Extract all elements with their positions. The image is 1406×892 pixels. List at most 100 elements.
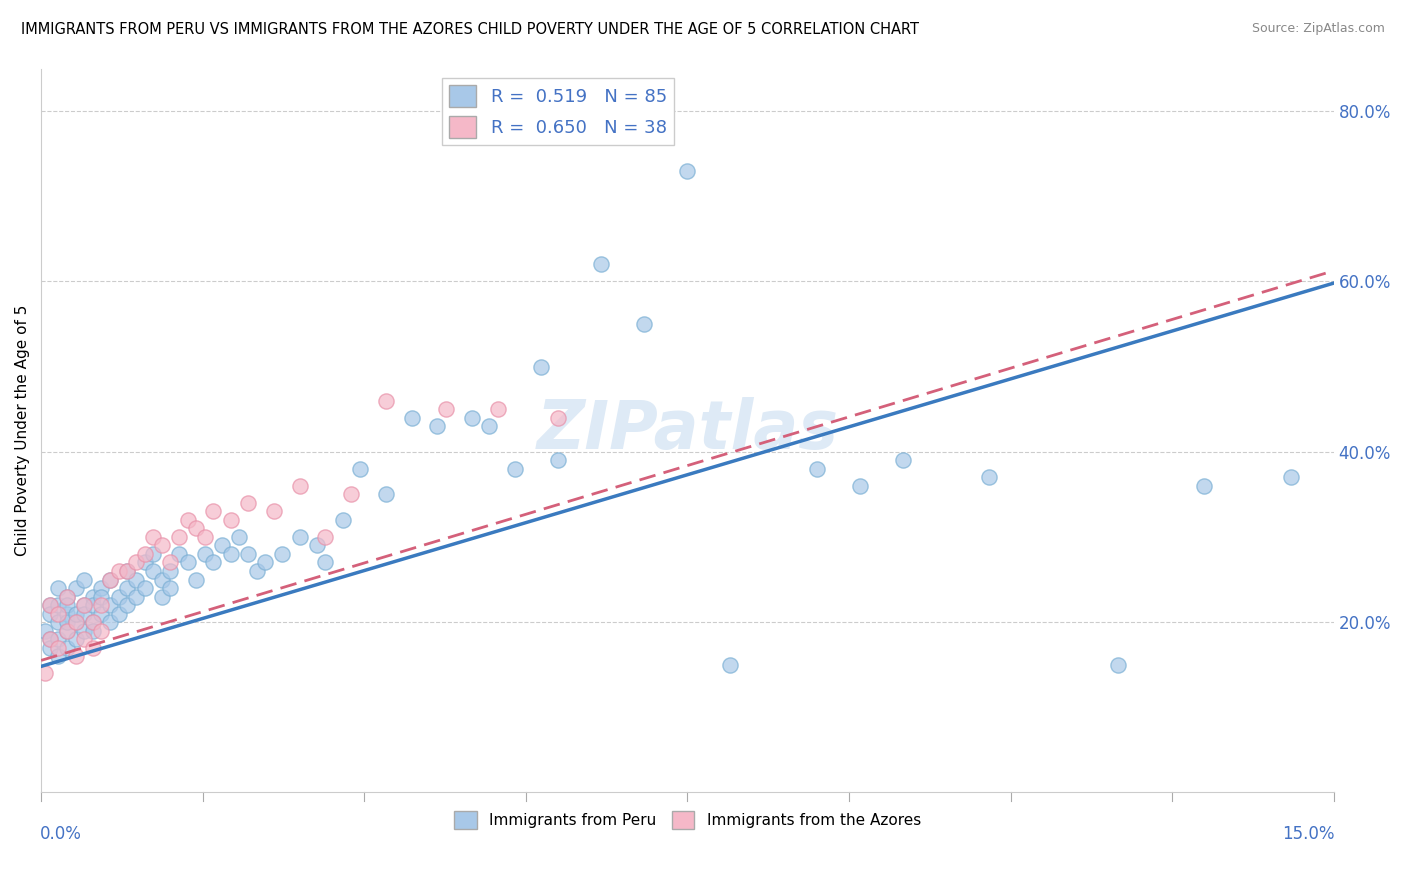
- Point: [219, 547, 242, 561]
- Point: [305, 538, 328, 552]
- Point: [503, 462, 526, 476]
- Point: [167, 547, 190, 561]
- Point: [56, 590, 79, 604]
- Legend: Immigrants from Peru, Immigrants from the Azores: Immigrants from Peru, Immigrants from th…: [447, 805, 927, 836]
- Point: [82, 615, 104, 629]
- Point: [117, 581, 139, 595]
- Point: [117, 564, 139, 578]
- Point: [401, 410, 423, 425]
- Point: [82, 598, 104, 612]
- Point: [56, 640, 79, 655]
- Point: [202, 504, 225, 518]
- Point: [591, 257, 613, 271]
- Point: [98, 573, 121, 587]
- Point: [73, 632, 96, 646]
- Point: [167, 530, 190, 544]
- Point: [176, 513, 198, 527]
- Point: [34, 666, 56, 681]
- Point: [65, 607, 87, 621]
- Point: [1194, 479, 1216, 493]
- Point: [211, 538, 233, 552]
- Y-axis label: Child Poverty Under the Age of 5: Child Poverty Under the Age of 5: [15, 305, 30, 556]
- Point: [65, 649, 87, 664]
- Point: [117, 598, 139, 612]
- Point: [228, 530, 250, 544]
- Point: [38, 598, 60, 612]
- Point: [254, 556, 277, 570]
- Point: [98, 573, 121, 587]
- Point: [547, 410, 569, 425]
- Point: [891, 453, 914, 467]
- Point: [56, 607, 79, 621]
- Point: [125, 556, 148, 570]
- Point: [176, 556, 198, 570]
- Point: [720, 657, 742, 672]
- Point: [82, 615, 104, 629]
- Point: [245, 564, 267, 578]
- Point: [46, 615, 69, 629]
- Point: [1107, 657, 1129, 672]
- Point: [194, 547, 217, 561]
- Point: [159, 564, 181, 578]
- Text: ZIPatlas: ZIPatlas: [536, 398, 838, 464]
- Point: [186, 521, 208, 535]
- Point: [65, 632, 87, 646]
- Point: [125, 590, 148, 604]
- Point: [340, 487, 363, 501]
- Text: 0.0%: 0.0%: [39, 825, 82, 843]
- Point: [56, 615, 79, 629]
- Point: [56, 624, 79, 638]
- Point: [73, 598, 96, 612]
- Point: [848, 479, 870, 493]
- Point: [38, 632, 60, 646]
- Point: [90, 590, 112, 604]
- Point: [82, 624, 104, 638]
- Point: [90, 624, 112, 638]
- Point: [107, 607, 129, 621]
- Point: [263, 504, 285, 518]
- Point: [46, 649, 69, 664]
- Point: [73, 607, 96, 621]
- Point: [314, 530, 336, 544]
- Point: [38, 598, 60, 612]
- Point: [426, 419, 449, 434]
- Point: [134, 581, 156, 595]
- Point: [219, 513, 242, 527]
- Point: [530, 359, 553, 374]
- Point: [142, 564, 165, 578]
- Point: [34, 624, 56, 638]
- Point: [82, 590, 104, 604]
- Point: [107, 564, 129, 578]
- Point: [65, 615, 87, 629]
- Point: [134, 556, 156, 570]
- Point: [271, 547, 294, 561]
- Point: [236, 547, 259, 561]
- Point: [461, 410, 484, 425]
- Point: [46, 607, 69, 621]
- Point: [142, 547, 165, 561]
- Point: [98, 615, 121, 629]
- Point: [56, 590, 79, 604]
- Point: [73, 573, 96, 587]
- Point: [56, 598, 79, 612]
- Point: [202, 556, 225, 570]
- Point: [288, 530, 311, 544]
- Point: [65, 581, 87, 595]
- Point: [46, 581, 69, 595]
- Point: [633, 317, 655, 331]
- Point: [142, 530, 165, 544]
- Point: [186, 573, 208, 587]
- Point: [150, 590, 173, 604]
- Point: [90, 581, 112, 595]
- Point: [134, 547, 156, 561]
- Point: [38, 640, 60, 655]
- Point: [82, 640, 104, 655]
- Point: [349, 462, 371, 476]
- Point: [46, 598, 69, 612]
- Point: [38, 607, 60, 621]
- Point: [56, 624, 79, 638]
- Point: [374, 487, 396, 501]
- Point: [90, 607, 112, 621]
- Point: [806, 462, 828, 476]
- Point: [374, 393, 396, 408]
